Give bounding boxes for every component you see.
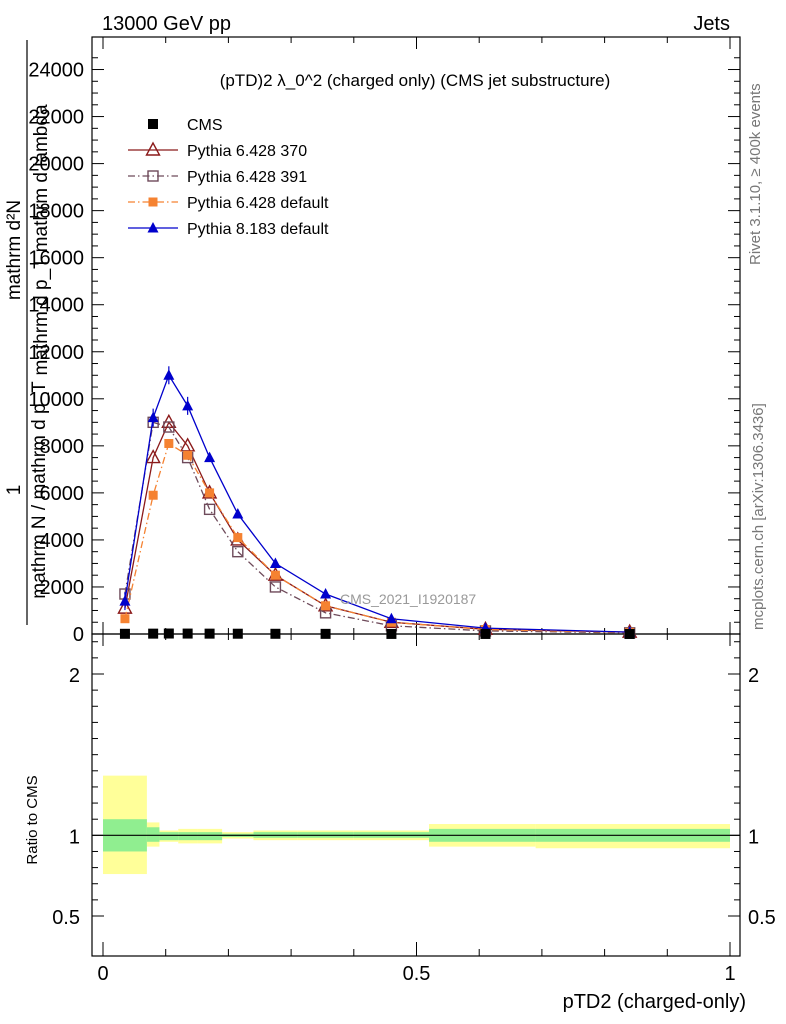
main-y-tick-label: 8000 [40,436,85,458]
legend-marker [148,197,158,207]
ratio-y-tick-label-right: 1 [748,826,759,848]
ratio-x-tick-label: 0.5 [403,963,431,985]
main-y-tick-label: 20000 [28,154,84,176]
x-axis-label: pTD2 (charged-only) [563,991,746,1013]
data-point-p6_default [164,438,174,448]
main-y-tick-label: 14000 [28,295,84,317]
series-p6_default [120,438,635,637]
legend-item-p8_default: Pythia 8.183 default [128,221,329,238]
data-point-cms [624,628,635,639]
data-point-cms [148,628,159,639]
data-point-p6_370 [117,599,133,614]
ratio-y-tick-label-right: 0.5 [748,907,776,929]
data-point-p6_391 [163,421,175,433]
main-y-tick-label: 0 [73,624,84,646]
data-point-p6_default [270,570,280,580]
data-point-p6_391 [232,545,244,558]
data-point-cms [480,628,491,639]
legend-label: Pythia 6.428 370 [187,143,307,160]
legend-label: Pythia 6.428 391 [187,169,307,186]
data-point-p8_default [163,369,175,380]
data-point-p8_default [147,411,159,423]
data-point-p6_370 [145,449,161,464]
y-label-denominator: mathrm d p_T mathrm d lambda [31,104,52,375]
main-y-tick-label: 4000 [40,530,85,552]
data-point-p6_default [183,450,193,460]
ratio-plot-frame [91,633,741,957]
main-y-tick-label: 10000 [28,389,84,411]
series-cms [119,628,635,639]
data-point-p6_default [205,488,215,498]
data-point-p6_391 [269,581,282,593]
main-y-tick-label: 16000 [28,248,84,270]
main-y-tick-label: 2000 [40,577,85,599]
series-p8_default [119,366,636,637]
watermark: CMS_2021_I1920187 [340,591,476,607]
legend-marker [145,141,161,156]
data-point-cms [119,628,130,639]
plot-title: (pTD)2 λ_0^2 (charged only) (CMS jet sub… [220,71,611,90]
data-point-p6_default [233,533,243,543]
legend-marker [147,222,159,233]
main-y-tick-label: 12000 [28,342,84,364]
side-label-rivet: Rivet 3.1.10, ≥ 400k events [747,83,764,265]
data-point-cms [232,628,243,639]
legend-item-p6_370: Pythia 6.428 370 [128,141,307,160]
y-label-lower: mathrm N / mathrm d p_T [29,381,50,599]
header-right: Jets [693,13,730,35]
y-axis-label-ratio: Ratio to CMS [24,775,41,864]
main-y-tick-label: 22000 [28,107,84,129]
ratio-x-tick-label: 1 [724,963,735,985]
y-label-numerator: mathrm d²N [4,200,25,300]
data-point-p8_default [119,595,131,606]
data-point-p6_default [321,601,331,611]
ratio-y-tick-label: 1 [69,826,80,848]
ratio-y-tick-label: 2 [69,665,80,687]
legend-label: Pythia 6.428 default [187,195,329,212]
data-point-p8_default [182,399,194,411]
data-point-p8_default [232,508,244,519]
data-point-cms [182,628,193,639]
legend-marker [147,170,159,182]
data-point-cms [386,628,397,639]
ratio-band-inner [159,832,179,841]
side-label-mcplots: mcplots.cern.ch [arXiv:1306.3436] [750,403,767,630]
data-point-p8_default [204,451,216,463]
data-point-p6_default [148,490,158,500]
legend-label: Pythia 8.183 default [187,221,329,238]
main-y-tick-label: 6000 [40,483,85,505]
plot-title-text: (pTD)2 λ_0^2 (charged only) (CMS jet sub… [220,71,611,90]
y-axis-label-main: mathrm d²N 1 mathrm d p_T mathrm d lambd… [4,40,52,625]
data-point-p8_default [269,557,281,568]
data-point-cms [204,628,215,639]
data-point-p6_default [120,614,130,624]
series-line-p6_default [124,442,630,634]
ratio-band-inner [178,832,198,841]
legend-item-p6_391: Pythia 6.428 391 [128,169,307,186]
legend-item-cms: CMS [148,117,223,134]
legend-marker [148,119,158,129]
y-label-prefix: 1 [4,485,25,496]
legend-label: CMS [187,117,223,134]
header-left: 13000 GeV pp [102,13,231,35]
ratio-band-inner [146,827,160,842]
ratio-y-tick-label: 0.5 [52,907,80,929]
data-point-cms [270,628,281,639]
ratio-x-tick-label: 0 [97,963,108,985]
main-y-tick-label: 18000 [28,201,84,223]
data-point-cms [320,628,331,639]
data-point-cms [163,628,174,639]
ratio-band-inner [197,832,223,841]
data-point-p6_391 [203,503,216,516]
main-y-tick-label: 24000 [28,60,84,82]
data-point-p8_default [385,612,397,624]
data-point-p8_default [320,588,332,599]
ratio-y-tick-label-right: 2 [748,665,759,687]
legend-item-p6_default: Pythia 6.428 default [128,195,329,212]
